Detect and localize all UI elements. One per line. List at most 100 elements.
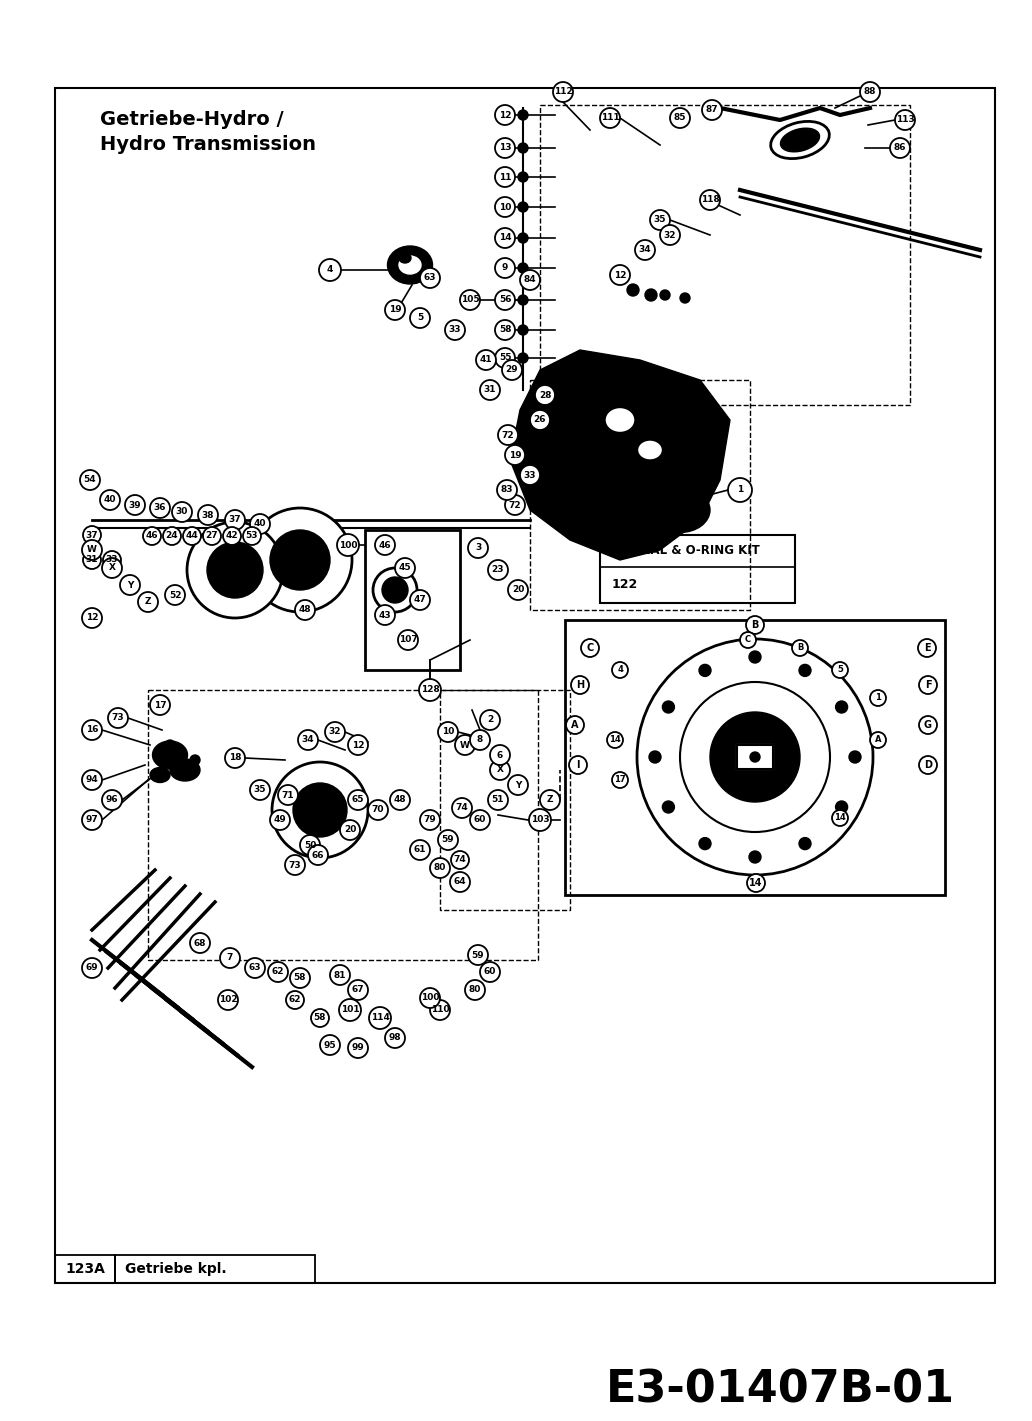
Circle shape [530,411,550,431]
Circle shape [190,755,200,764]
Circle shape [870,732,886,747]
Text: 63: 63 [424,273,437,283]
Circle shape [373,568,417,612]
Text: 58: 58 [498,325,511,334]
Text: 97: 97 [86,816,98,824]
Text: 31: 31 [86,556,98,564]
Circle shape [918,639,936,657]
Circle shape [150,695,170,715]
Text: Z: Z [144,597,152,607]
Text: 37: 37 [229,516,241,524]
Bar [565,620,945,895]
Circle shape [223,527,241,546]
Text: 27: 27 [205,531,219,540]
Circle shape [82,810,102,830]
Text: 29: 29 [506,365,518,375]
Circle shape [895,109,915,129]
Text: A: A [572,720,579,730]
Text: 1: 1 [737,486,743,495]
Circle shape [518,325,528,335]
Circle shape [420,810,440,830]
Text: 34: 34 [639,246,651,254]
Text: W: W [460,740,470,749]
Circle shape [450,872,470,892]
Circle shape [488,560,508,580]
Circle shape [680,682,830,833]
Circle shape [82,608,102,628]
Circle shape [495,259,515,279]
Text: 86: 86 [894,144,906,152]
Text: 14: 14 [609,736,621,745]
Text: 12: 12 [614,270,626,280]
Circle shape [508,774,528,794]
Circle shape [747,874,765,892]
Circle shape [250,514,270,534]
Ellipse shape [153,740,188,769]
Text: 67: 67 [352,986,364,995]
Circle shape [248,507,352,612]
Text: 60: 60 [484,968,496,976]
Text: 100: 100 [338,540,357,550]
Circle shape [108,708,128,728]
Circle shape [520,465,540,485]
Circle shape [529,809,551,831]
Text: 10: 10 [498,203,511,212]
Circle shape [293,783,347,837]
Text: 7: 7 [227,953,233,962]
Circle shape [80,470,100,490]
Bar [55,88,995,1283]
Circle shape [495,168,515,188]
Circle shape [792,639,808,657]
Text: 56: 56 [498,296,511,304]
Circle shape [245,958,265,978]
Text: 23: 23 [492,566,505,574]
Circle shape [553,82,573,102]
Text: 40: 40 [254,520,266,529]
Text: 62: 62 [271,968,284,976]
Circle shape [467,945,488,965]
Text: 37: 37 [86,530,98,540]
Circle shape [385,300,405,320]
Circle shape [612,662,628,678]
Circle shape [430,858,450,878]
Text: 53: 53 [246,531,258,540]
Text: 12: 12 [498,111,511,119]
Circle shape [799,665,811,676]
Text: X: X [496,766,504,774]
Text: 9: 9 [502,263,508,273]
Text: H: H [576,681,584,691]
Circle shape [663,701,674,713]
Circle shape [198,504,218,524]
Circle shape [832,810,848,826]
Text: 16: 16 [86,726,98,735]
Text: 40: 40 [104,496,117,504]
Text: 5: 5 [417,314,423,323]
Circle shape [495,105,515,125]
Circle shape [172,502,192,522]
Text: 36: 36 [154,503,166,513]
Text: Z: Z [547,796,553,804]
Text: F: F [925,681,931,691]
Circle shape [700,190,720,210]
Circle shape [348,790,368,810]
Circle shape [430,1000,450,1020]
Text: 20: 20 [344,826,356,834]
Text: 14: 14 [834,813,846,823]
Circle shape [452,799,472,818]
Circle shape [660,290,670,300]
Circle shape [495,320,515,340]
Text: 1: 1 [875,693,881,702]
Circle shape [518,296,528,306]
Circle shape [749,851,761,863]
Circle shape [300,836,320,855]
Circle shape [375,534,395,556]
Text: Getriebe-Hydro /: Getriebe-Hydro / [100,109,284,129]
Circle shape [520,270,540,290]
Text: 59: 59 [442,836,454,844]
Text: 41: 41 [480,355,492,365]
Circle shape [285,855,305,875]
Circle shape [505,495,525,514]
Circle shape [535,385,555,405]
Text: 111: 111 [601,114,619,122]
Text: 79: 79 [423,816,437,824]
